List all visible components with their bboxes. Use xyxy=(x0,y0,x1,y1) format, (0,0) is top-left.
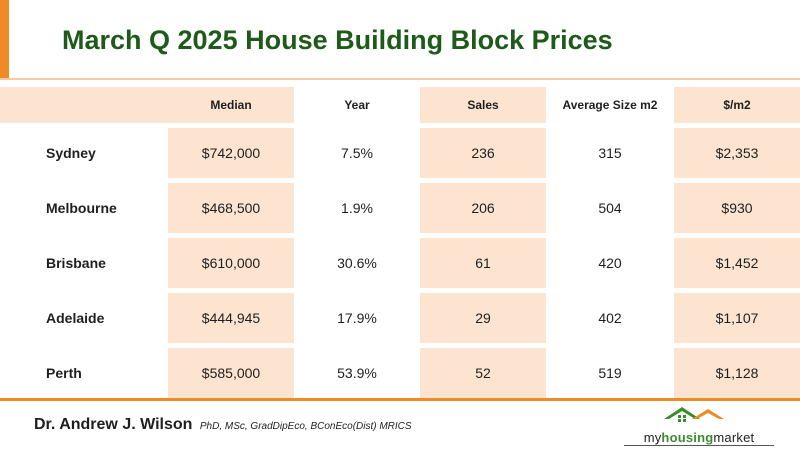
table-row: Melbourne $468,500 1.9% 206 504 $930 xyxy=(0,183,800,233)
city-cell: Brisbane xyxy=(46,255,106,271)
price-per-m2-cell: $930 xyxy=(674,183,800,233)
average-size-cell: 519 xyxy=(598,365,622,381)
city-cell: Melbourne xyxy=(46,200,117,216)
average-size-cell: 420 xyxy=(598,255,622,271)
prices-table: Median Year Sales Average Size m2 $/m2 S… xyxy=(0,82,800,403)
header-price-per-m2: $/m2 xyxy=(674,87,800,123)
city-cell: Adelaide xyxy=(46,310,105,326)
title-divider xyxy=(0,78,800,80)
author-credit: Dr. Andrew J. Wilson PhD, MSc, GradDipEc… xyxy=(34,416,412,434)
average-size-cell: 402 xyxy=(598,310,622,326)
city-cell: Sydney xyxy=(46,145,96,161)
sales-cell: 236 xyxy=(420,128,546,178)
page-title: March Q 2025 House Building Block Prices xyxy=(62,25,613,55)
median-cell: $468,500 xyxy=(168,183,294,233)
logo-wordmark: myhousingmarket xyxy=(624,430,774,446)
year-cell: 30.6% xyxy=(337,255,377,271)
average-size-cell: 504 xyxy=(598,200,622,216)
median-cell: $610,000 xyxy=(168,238,294,288)
year-cell: 17.9% xyxy=(337,310,377,326)
price-per-m2-cell: $1,128 xyxy=(674,348,800,398)
table-header-row: Median Year Sales Average Size m2 $/m2 xyxy=(0,87,800,123)
year-cell: 53.9% xyxy=(337,365,377,381)
city-cell: Perth xyxy=(46,365,82,381)
median-cell: $742,000 xyxy=(168,128,294,178)
myhousingmarket-logo: myhousingmarket xyxy=(624,404,774,448)
table-row: Sydney $742,000 7.5% 236 315 $2,353 xyxy=(0,128,800,178)
logo-text-market: market xyxy=(713,430,755,445)
header-city xyxy=(0,87,168,123)
footer-divider xyxy=(0,398,800,401)
table-row: Adelaide $444,945 17.9% 29 402 $1,107 xyxy=(0,293,800,343)
median-cell: $444,945 xyxy=(168,293,294,343)
header-year: Year xyxy=(294,87,420,123)
header-sales: Sales xyxy=(420,87,546,123)
author-name: Dr. Andrew J. Wilson xyxy=(34,416,193,433)
median-cell: $585,000 xyxy=(168,348,294,398)
sales-cell: 52 xyxy=(420,348,546,398)
year-cell: 1.9% xyxy=(341,200,373,216)
sales-cell: 29 xyxy=(420,293,546,343)
year-cell: 7.5% xyxy=(341,145,373,161)
author-credentials: PhD, MSc, GradDipEco, BConEco(Dist) MRIC… xyxy=(199,421,412,432)
sales-cell: 206 xyxy=(420,183,546,233)
logo-text-housing: housing xyxy=(661,430,714,445)
table-row: Brisbane $610,000 30.6% 61 420 $1,452 xyxy=(0,238,800,288)
header-average-size: Average Size m2 xyxy=(546,87,674,123)
house-roofs-logo-icon xyxy=(664,407,724,422)
average-size-cell: 315 xyxy=(598,145,622,161)
price-per-m2-cell: $1,107 xyxy=(674,293,800,343)
logo-text-my: my xyxy=(643,430,662,445)
accent-bar xyxy=(0,0,9,78)
price-per-m2-cell: $2,353 xyxy=(674,128,800,178)
sales-cell: 61 xyxy=(420,238,546,288)
header-median: Median xyxy=(168,87,294,123)
price-per-m2-cell: $1,452 xyxy=(674,238,800,288)
table-row: Perth $585,000 53.9% 52 519 $1,128 xyxy=(0,348,800,398)
